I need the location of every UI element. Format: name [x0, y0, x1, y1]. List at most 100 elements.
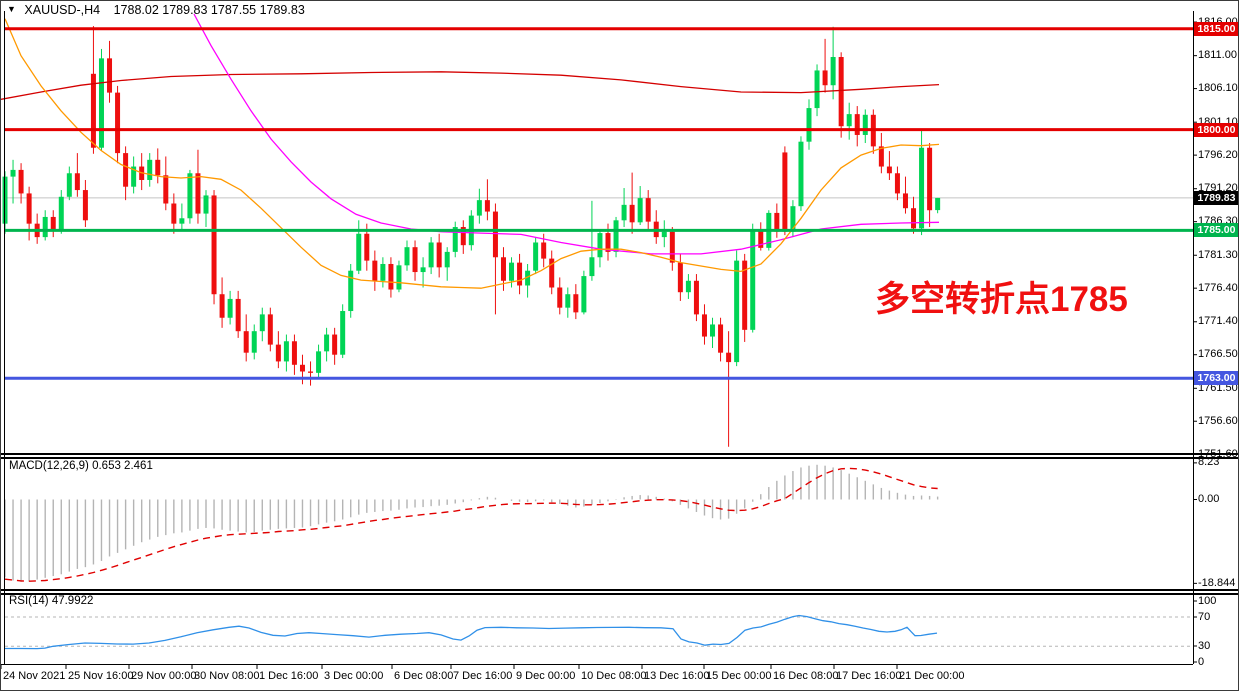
candle — [886, 151, 892, 180]
candle — [460, 220, 466, 254]
macd-signal-line — [4, 467, 938, 582]
candle-body — [693, 280, 699, 315]
candle-body — [782, 152, 788, 232]
candle-body — [291, 341, 297, 365]
candle-body — [380, 263, 386, 281]
candle — [420, 257, 426, 288]
time-axis-label: 13 Dec 16:00 — [644, 670, 710, 682]
candle — [275, 331, 281, 369]
ma-slow-red — [1, 71, 940, 100]
price-badge-1789.83: 1789.83 — [1194, 190, 1238, 205]
candle — [66, 166, 72, 201]
candle-body — [195, 173, 201, 214]
candle — [870, 109, 876, 154]
candle — [838, 52, 844, 138]
candle-body — [742, 260, 748, 330]
candle — [935, 197, 941, 214]
candle-body — [420, 267, 426, 273]
candle-body — [581, 276, 587, 313]
candle-body — [886, 166, 892, 174]
y-axis-tick-label: 1781.30 — [1198, 248, 1238, 261]
candle-body — [500, 257, 506, 281]
candle — [10, 159, 16, 204]
candle — [171, 193, 177, 234]
time-axis-label: 10 Dec 08:00 — [581, 670, 647, 682]
candle-body — [18, 169, 24, 194]
candle — [308, 361, 314, 386]
candle-body — [324, 334, 330, 352]
candle — [235, 290, 241, 338]
candle-body — [935, 197, 941, 211]
candle-body — [557, 287, 563, 308]
candle — [701, 304, 707, 345]
candle — [356, 220, 362, 275]
candle — [203, 190, 209, 228]
candle-body — [533, 242, 539, 271]
candle-body — [82, 190, 88, 221]
candles-layer — [2, 26, 941, 447]
y-axis-tick-label: 1796.20 — [1198, 148, 1238, 161]
pane-bottom-border — [1, 664, 1193, 665]
candle — [902, 176, 908, 214]
candle-body — [798, 141, 804, 207]
macd-indicator-label: MACD(12,26,9) 0.653 2.461 — [9, 460, 153, 472]
candle-body — [492, 211, 498, 258]
candle — [428, 237, 434, 275]
candle — [806, 99, 812, 150]
candle-body — [701, 314, 707, 337]
candle — [549, 250, 555, 295]
candle-body — [669, 231, 675, 263]
pane-separator[interactable] — [1, 589, 1238, 595]
candle-body — [677, 262, 683, 293]
candle — [798, 136, 804, 211]
candle-body — [348, 270, 354, 312]
candle-body — [685, 280, 691, 293]
candle — [589, 200, 595, 281]
y-axis-tick-label: 1811.00 — [1198, 49, 1237, 62]
candle-body — [838, 57, 844, 127]
candle — [26, 186, 32, 241]
candle-body — [163, 175, 169, 204]
candle — [814, 64, 820, 117]
candle — [774, 203, 780, 238]
candle — [147, 153, 153, 187]
candle — [693, 274, 699, 322]
candle-body — [219, 294, 225, 318]
candle-body — [814, 70, 820, 109]
trade-annotation-text[interactable]: 多空转折点1785 — [875, 280, 1128, 319]
candle-body — [862, 114, 868, 135]
candle — [661, 220, 667, 248]
candle-body — [147, 159, 153, 180]
candle — [115, 85, 121, 164]
candle-body — [211, 195, 217, 295]
candle-body — [275, 344, 281, 362]
candle — [348, 263, 354, 318]
candle-body — [251, 331, 257, 353]
candle — [862, 109, 868, 144]
chart-title: ▼ XAUUSD-,H4 1788.02 1789.83 1787.55 178… — [7, 3, 305, 17]
chart-left-border — [4, 11, 5, 664]
time-axis-label: 15 Dec 00:00 — [706, 670, 772, 682]
candle-body — [790, 206, 796, 232]
candle-body — [774, 212, 780, 232]
candle — [50, 210, 56, 238]
candle-body — [902, 193, 908, 209]
candle — [227, 290, 233, 325]
candle-body — [235, 298, 241, 332]
candle-body — [927, 147, 933, 211]
candle — [726, 331, 732, 447]
y-axis-tick-label: 1766.50 — [1198, 348, 1238, 361]
candle — [854, 106, 860, 147]
candle-body — [629, 204, 635, 223]
time-axis-label: 24 Nov 2021 — [3, 670, 66, 682]
candle — [637, 186, 643, 226]
candle-body — [131, 166, 137, 187]
candle — [211, 190, 217, 305]
pane-separator[interactable] — [1, 453, 1238, 459]
candle — [927, 143, 933, 228]
candle — [372, 250, 378, 291]
dropdown-arrow-icon[interactable]: ▼ — [7, 4, 16, 14]
price-axis-line — [1193, 11, 1194, 664]
macd-axis-tick-label: 0.00 — [1198, 493, 1220, 505]
